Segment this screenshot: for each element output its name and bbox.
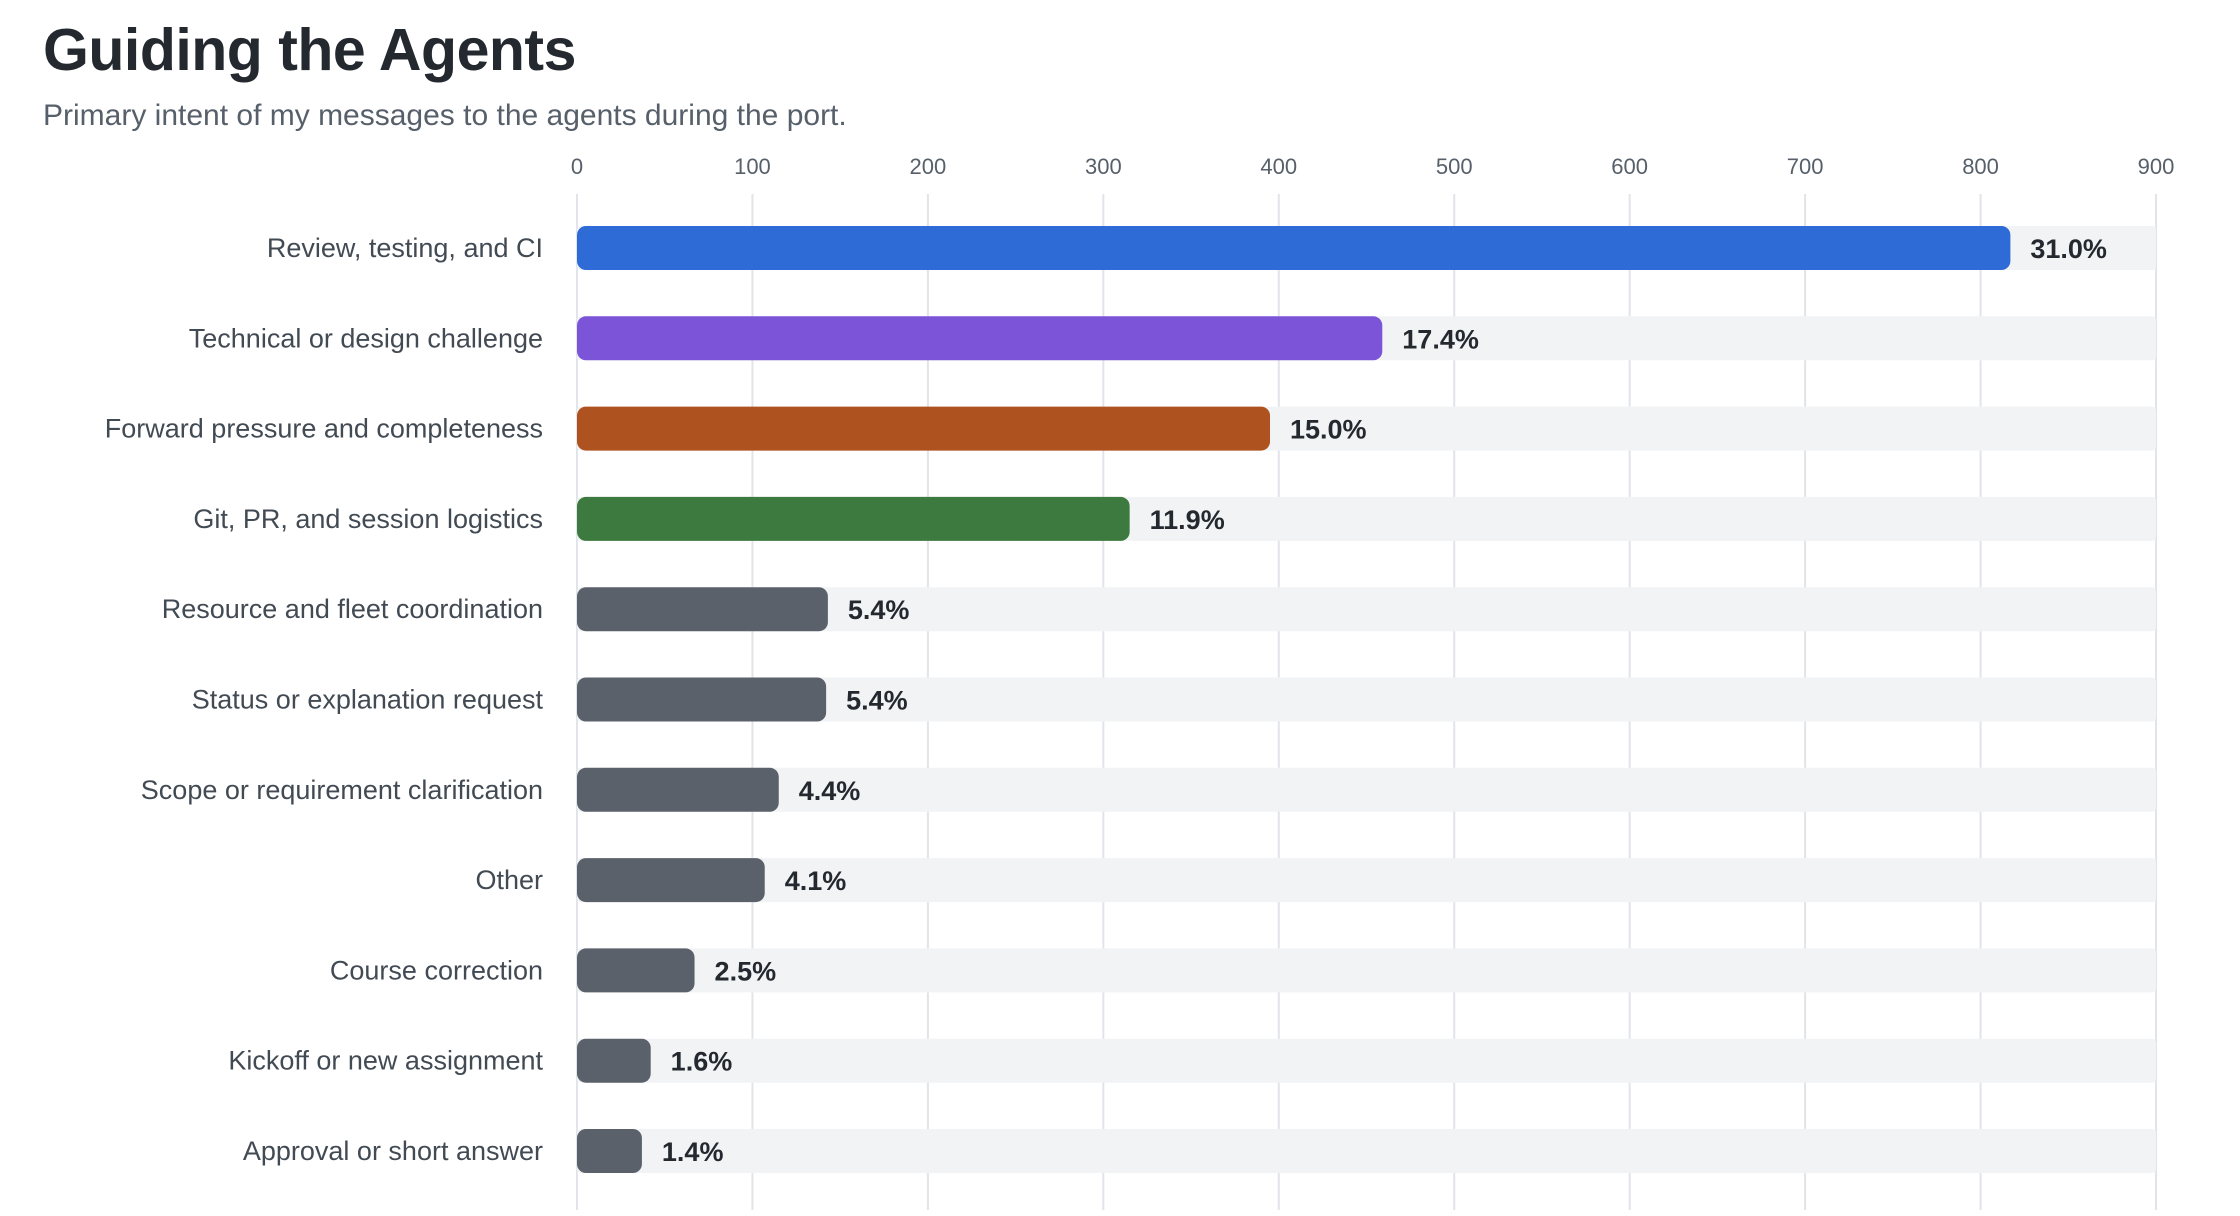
x-tick-label: 300: [1085, 154, 1122, 179]
value-label: 4.4%: [799, 776, 861, 806]
category-label: Other: [475, 865, 543, 895]
bar-track: [577, 1129, 2156, 1173]
bar: [577, 948, 695, 993]
bar: [577, 226, 2011, 270]
category-label: Approval or short answer: [243, 1136, 543, 1166]
bars: [577, 226, 2011, 1173]
x-tick-label: 400: [1260, 154, 1297, 179]
x-tick-label: 800: [1962, 154, 1999, 179]
category-label: Git, PR, and session logistics: [193, 504, 543, 534]
bar-track: [577, 1038, 2156, 1083]
value-label: 11.9%: [1150, 505, 1225, 535]
category-label: Scope or requirement clarification: [141, 775, 543, 805]
bar-track: [577, 858, 2156, 903]
x-tick-label: 600: [1611, 154, 1648, 179]
value-label: 5.4%: [846, 686, 908, 716]
bar: [577, 858, 765, 903]
value-label: 31.0%: [2030, 234, 2107, 264]
bar: [577, 677, 827, 722]
bar: [577, 767, 779, 812]
value-label: 5.4%: [848, 595, 910, 625]
category-label: Resource and fleet coordination: [162, 594, 543, 624]
x-tick-label: 700: [1787, 154, 1824, 179]
bar-track: [577, 948, 2156, 993]
x-tick-label: 500: [1436, 154, 1473, 179]
bar: [577, 316, 1383, 361]
category-label: Course correction: [330, 955, 543, 985]
bar: [577, 587, 828, 632]
x-tick-label: 100: [734, 154, 771, 179]
value-label: 15.0%: [1290, 415, 1367, 445]
value-label: 1.4%: [662, 1137, 724, 1167]
category-label: Kickoff or new assignment: [228, 1046, 543, 1076]
x-axis-ticks: 0 100 200 300 400 500 600 700 800 900: [571, 154, 2174, 179]
bar-track: [577, 587, 2156, 632]
value-label: 1.6%: [671, 1047, 733, 1077]
category-label: Technical or design challenge: [189, 323, 543, 353]
category-labels: Review, testing, and CI Technical or desi…: [105, 233, 544, 1166]
chart-subtitle: Primary intent of my messages to the age…: [43, 99, 847, 132]
x-tick-label: 0: [571, 154, 583, 179]
value-labels: 31.0% 17.4% 15.0% 11.9% 5.4% 5.4% 4.4% 4.1% 2.5%…: [662, 234, 2107, 1167]
bar-track: [577, 767, 2156, 812]
bar: [577, 406, 1271, 451]
category-label: Review, testing, and CI: [267, 233, 543, 263]
category-label: Status or explanation request: [192, 685, 544, 715]
bar-track: [577, 677, 2156, 722]
bar: [577, 496, 1130, 541]
x-tick-label: 900: [2138, 154, 2175, 179]
x-tick-label: 200: [910, 154, 947, 179]
bar: [577, 1129, 642, 1173]
value-label: 17.4%: [1402, 324, 1479, 354]
value-label: 2.5%: [715, 956, 777, 986]
chart-title: Guiding the Agents: [43, 17, 576, 83]
bar: [577, 1038, 651, 1083]
category-label: Forward pressure and completeness: [105, 414, 543, 444]
value-label: 4.1%: [785, 866, 847, 896]
